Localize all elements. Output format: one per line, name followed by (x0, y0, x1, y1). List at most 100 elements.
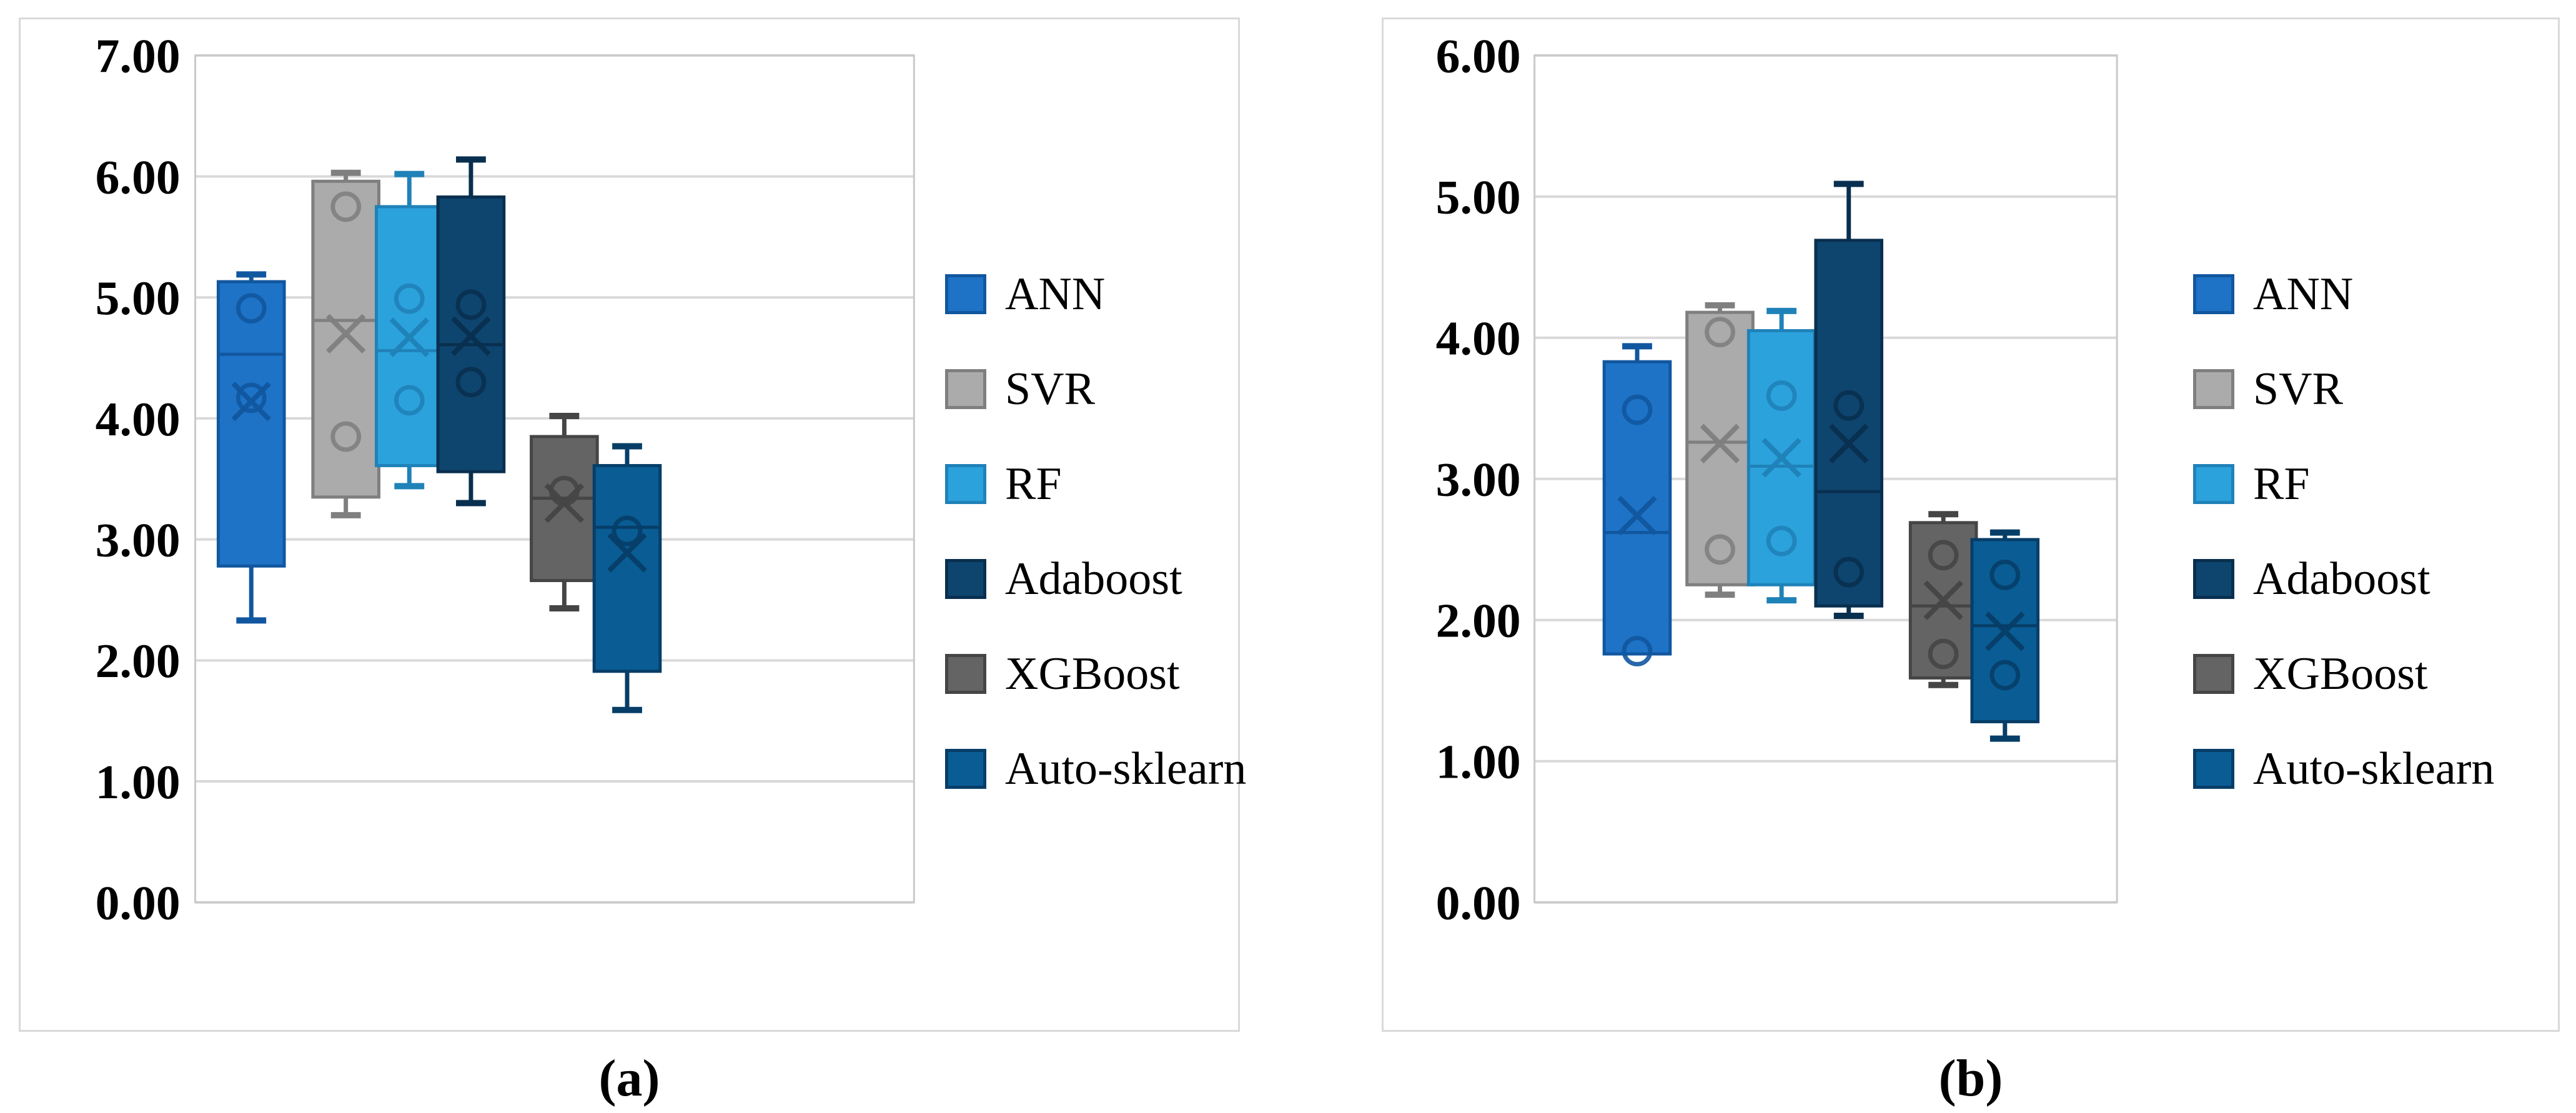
outlier-marker (1833, 556, 1865, 588)
boxplot-chart-b: 6.00 5.00 4.00 3.00 2.00 1.00 0.00 (1436, 29, 2118, 930)
y-tick-label: 3.00 (96, 513, 181, 567)
boxplot-auto-sklearn (1970, 529, 2040, 742)
mean-x-marker (1761, 438, 1801, 478)
legend-item-ann: ANN (2193, 269, 2353, 319)
boxplot-ann (1602, 343, 1672, 666)
legend-swatch-svr (945, 369, 986, 409)
legend-item-svr: SVR (945, 364, 1095, 414)
legend-label: RF (2253, 458, 2310, 510)
outlier-marker (394, 283, 425, 314)
box-iqr (1602, 360, 1672, 656)
y-tick-label: 6.00 (1436, 29, 1521, 83)
mean-x-marker (1829, 423, 1869, 463)
legend-label: Auto-sklearn (1005, 743, 1247, 794)
legend-swatch-xgboost (945, 654, 986, 694)
legend-label: XGBoost (2253, 648, 2428, 700)
boxplot-adaboost (1814, 181, 1884, 619)
y-tick-label: 2.00 (1436, 594, 1521, 648)
plot-border (194, 54, 915, 904)
mean-x-marker (607, 533, 647, 573)
outlier-marker (1989, 660, 2021, 691)
legend-item-ann: ANN (945, 269, 1105, 319)
outlier-marker (455, 289, 487, 320)
box-iqr (311, 179, 380, 499)
y-tick-label: 0.00 (96, 876, 181, 930)
outlier-marker (1705, 534, 1735, 565)
y-tick-label: 1.00 (1436, 735, 1521, 789)
outlier-marker (612, 515, 643, 547)
legend-swatch-ann (945, 274, 986, 314)
legend-item-adaboost: Adaboost (2193, 554, 2430, 604)
legend-swatch-adaboost (945, 559, 986, 599)
legend-swatch-rf (2193, 464, 2234, 504)
box-iqr (1814, 239, 1884, 608)
outlier-marker (1928, 638, 1959, 670)
mean-x-marker (1617, 495, 1657, 536)
legend-label: Auto-sklearn (2253, 743, 2495, 794)
legend-item-adaboost: Adaboost (945, 554, 1182, 604)
caption-b: (b) (1938, 1049, 2003, 1107)
legend-label: Adaboost (1005, 553, 1182, 605)
mean-x-marker (231, 382, 271, 422)
boxplot-rf (375, 171, 444, 490)
y-tick-label: 7.00 (96, 29, 181, 83)
boxplot-rf (1746, 307, 1816, 604)
outlier-marker (1989, 560, 2021, 590)
legend-swatch-rf (945, 464, 986, 504)
plot-border (1533, 54, 2118, 904)
y-tick-label: 2.00 (96, 634, 181, 688)
boxplot-adaboost (436, 156, 506, 507)
outlier-marker (394, 385, 425, 416)
legend-item-xgboost: XGBoost (945, 649, 1180, 699)
mean-x-marker (544, 483, 585, 523)
mean-x-marker (1700, 423, 1740, 463)
outlier-marker (455, 367, 487, 398)
legend-label: ANN (2253, 269, 2354, 320)
legend-swatch-svr (2193, 369, 2234, 409)
outlier-marker (330, 191, 362, 222)
outlier-marker (1766, 380, 1797, 411)
outlier-marker (1622, 394, 1653, 425)
outlier-marker (330, 421, 362, 452)
mean-x-marker (1985, 611, 2025, 651)
y-tick-label: 3.00 (1436, 453, 1521, 507)
legend-label: Adaboost (2253, 553, 2430, 605)
mean-x-marker (1923, 580, 1963, 620)
outlier-marker (1766, 525, 1797, 556)
outlier-marker (1928, 540, 1959, 571)
legend-item-auto-sklearn: Auto-sklearn (2193, 744, 2494, 794)
mean-x-marker (451, 316, 491, 356)
y-tick-label: 4.00 (1436, 312, 1521, 365)
outlier-marker (235, 293, 267, 324)
legend-swatch-auto-sklearn (2193, 749, 2234, 789)
box-iqr (530, 435, 599, 582)
boxplot-xgboost (530, 413, 599, 612)
box-iqr (592, 463, 662, 673)
y-tick-label: 5.00 (1436, 171, 1521, 224)
legend-swatch-adaboost (2193, 559, 2234, 599)
outlier-marker (1833, 390, 1865, 421)
outlier-marker (1705, 317, 1735, 348)
y-tick-label: 4.00 (96, 392, 181, 446)
legend-label: XGBoost (1005, 648, 1180, 700)
outlier-marker (1622, 636, 1653, 666)
caption-a: (a) (598, 1049, 660, 1107)
legend-swatch-auto-sklearn (945, 749, 986, 789)
panel-b: 6.00 5.00 4.00 3.00 2.00 1.00 0.00 ANN SVR RF Ada… (1382, 17, 2560, 1032)
mean-x-marker (325, 314, 366, 354)
outlier-marker (235, 382, 267, 413)
mean-x-marker (389, 317, 430, 357)
boxplot-svr (1685, 302, 1755, 598)
boxplot-ann (216, 271, 286, 624)
legend-label: RF (1005, 458, 1062, 510)
legend-swatch-ann (2193, 274, 2234, 314)
y-tick-label: 0.00 (1436, 876, 1521, 930)
y-tick-label: 6.00 (96, 150, 181, 204)
y-tick-label: 1.00 (96, 755, 181, 809)
boxplot-svr (311, 169, 380, 518)
legend-label: SVR (1005, 364, 1095, 415)
boxplot-auto-sklearn (592, 443, 662, 713)
panel-a: 7.00 6.00 5.00 4.00 3.00 2.00 1.00 0.00 ANN SVR R… (19, 17, 1246, 1032)
box-iqr (216, 280, 286, 568)
boxplot-chart-a: 7.00 6.00 5.00 4.00 3.00 2.00 1.00 0.00 (96, 29, 915, 930)
